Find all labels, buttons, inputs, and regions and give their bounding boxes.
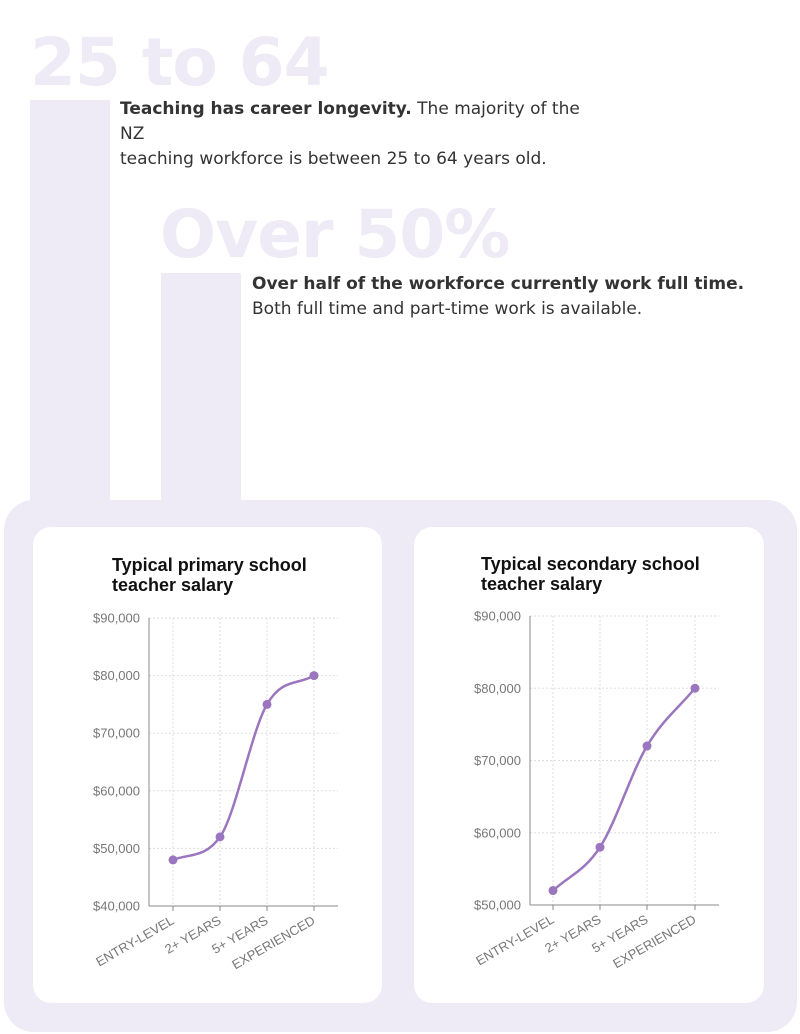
stat-description-bold-2: Over half of the workforce currently wor… (252, 274, 745, 294)
stat-description-bold-1: Teaching has career longevity. (120, 99, 412, 119)
secondary-series-line (552, 687, 696, 892)
secondary-ytick-label: $50,000 (474, 898, 521, 913)
primary-data-point (262, 699, 272, 709)
primary-chart-title-line1: Typical primary school (112, 555, 307, 575)
stat-description-rest-1b: teaching workforce is between 25 to 64 y… (120, 149, 547, 169)
secondary-chart-title-line2: teacher salary (481, 574, 603, 594)
secondary-salary-chart: $50,000 $60,000 $70,000 $80,000 $90,000 ENTRY… (473, 609, 719, 972)
secondary-data-point (548, 886, 558, 896)
primary-ytick-label: $60,000 (93, 783, 140, 798)
primary-salary-chart: $40,000 $50,000 $60,000 $70,000 $80,000 $90,0… (93, 611, 338, 973)
primary-chart-title-line2: teacher salary (112, 575, 234, 595)
primary-data-point (168, 855, 178, 865)
secondary-salary-card (414, 527, 764, 1003)
stat-description-rest-1a: The majority of the NZ (120, 99, 580, 144)
secondary-data-point (595, 842, 605, 852)
primary-chart-title: Typical primary school teacher salary (112, 555, 307, 595)
primary-ytick-label: $90,000 (93, 611, 140, 626)
secondary-ytick-label: $60,000 (474, 825, 521, 840)
primary-ytick-label: $40,000 (93, 899, 140, 914)
primary-ytick-label: $70,000 (93, 726, 140, 741)
secondary-xtick-label: ENTRY-LEVEL (473, 912, 556, 969)
primary-xtick-label: ENTRY-LEVEL (93, 913, 176, 970)
stat-big-number-2: Over 50% (160, 196, 510, 273)
secondary-chart-title-line1: Typical secondary school (481, 554, 700, 574)
secondary-ytick-label: $70,000 (474, 753, 521, 768)
decor-bar-2 (161, 273, 241, 502)
primary-ytick-label: $80,000 (93, 668, 140, 683)
decor-bar-1 (30, 100, 110, 502)
stat-big-number-1: 25 to 64 (30, 24, 330, 101)
secondary-ytick-label: $90,000 (474, 609, 521, 624)
primary-xtick-label: EXPERIENCED (229, 913, 317, 973)
secondary-data-point (642, 741, 652, 751)
stat-description-1: Teaching has career longevity. The major… (120, 97, 590, 172)
stat-description-2: Over half of the workforce currently wor… (252, 272, 772, 322)
primary-salary-card (33, 527, 382, 1003)
secondary-ytick-label: $80,000 (474, 681, 521, 696)
primary-ytick-label: $50,000 (93, 841, 140, 856)
secondary-xtick-label: EXPERIENCED (610, 912, 698, 972)
secondary-data-point (690, 683, 700, 693)
secondary-chart-title: Typical secondary school teacher salary (481, 554, 700, 594)
primary-series-line (172, 674, 315, 862)
stat-description-rest-2: Both full time and part-time work is ava… (252, 299, 643, 319)
primary-data-point (309, 671, 319, 681)
primary-data-point (215, 832, 225, 842)
